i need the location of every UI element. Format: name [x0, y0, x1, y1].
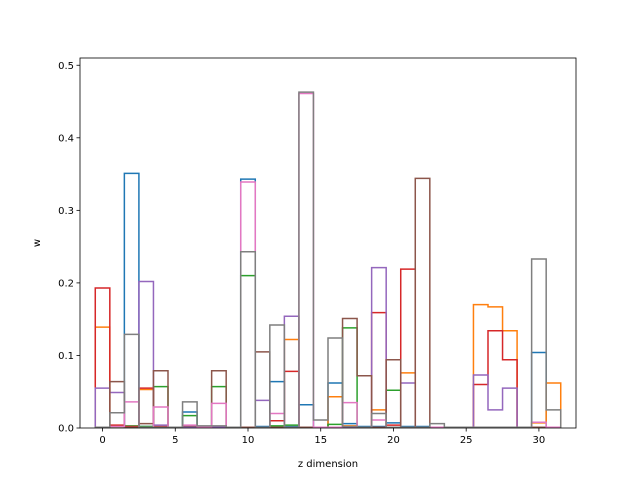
x-tick-label: 5: [172, 435, 178, 446]
x-tick-label: 25: [460, 435, 473, 446]
y-tick-label: 0.1: [58, 351, 74, 362]
y-tick-label: 0.5: [58, 61, 74, 72]
plot-area-frame: [79, 57, 577, 429]
y-tick-label: 0.0: [58, 424, 74, 435]
x-axis: 0 5 10 15 20 25 30: [99, 428, 545, 446]
y-tick-label: 0.4: [58, 133, 74, 144]
series-7-step-line: [94, 91, 562, 429]
series-layer: [94, 91, 562, 429]
x-tick-label: 20: [387, 435, 400, 446]
y-axis: 0.0 0.1 0.2 0.3 0.4 0.5: [58, 61, 80, 435]
x-tick-label: 30: [533, 435, 546, 446]
x-tick-label: 0: [99, 435, 105, 446]
y-axis-label: w: [32, 239, 43, 247]
x-axis-label: z dimension: [298, 459, 358, 470]
y-tick-label: 0.2: [58, 278, 74, 289]
x-tick-label: 15: [314, 435, 327, 446]
x-tick-label: 10: [242, 435, 255, 446]
y-tick-label: 0.3: [58, 206, 74, 217]
